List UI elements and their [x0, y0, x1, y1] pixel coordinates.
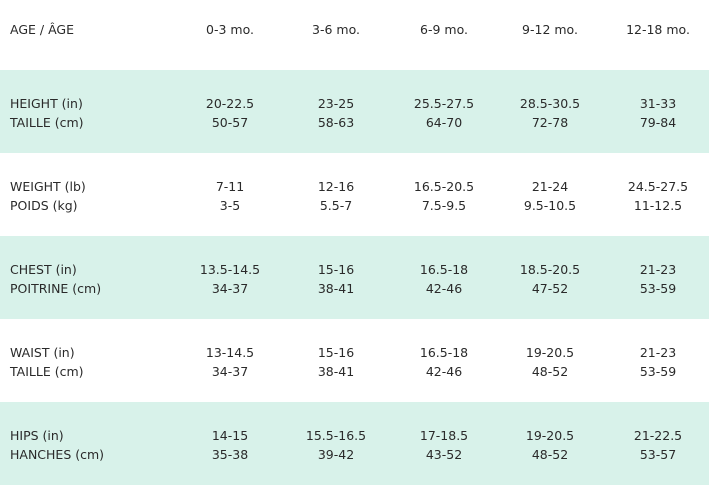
cell-value: 15-16 — [317, 345, 355, 360]
column-header: 6-9 mo. — [420, 22, 468, 37]
cell-value: 34-37 — [211, 364, 249, 379]
column-header: 12-18 mo. — [626, 22, 690, 37]
cell-value: 16.5-18 — [419, 262, 469, 277]
cell-value: 9.5-10.5 — [523, 198, 577, 213]
cell-value: 7.5-9.5 — [421, 198, 467, 213]
cell-value: 34-37 — [211, 281, 249, 296]
cell-value: 24.5-27.5 — [627, 179, 689, 194]
cell-value: 43-52 — [425, 447, 463, 462]
cell-value: 31-33 — [639, 96, 677, 111]
cell-value: 79-84 — [639, 115, 677, 130]
cell-value: 15.5-16.5 — [305, 428, 367, 443]
cell-value: 47-52 — [531, 281, 569, 296]
cell-value: 21-22.5 — [633, 428, 683, 443]
cell-value: 18.5-20.5 — [519, 262, 581, 277]
size-chart: AGE / ÂGE 0-3 mo. 3-6 mo. 6-9 mo. 9-12 mo. 12… — [0, 22, 709, 485]
cell-value: 21-24 — [531, 179, 569, 194]
row-label: HIPS (in) — [10, 428, 64, 443]
column-header: 9-12 mo. — [522, 22, 578, 37]
row-label: CHEST (in) — [10, 262, 77, 277]
cell-value: 38-41 — [317, 364, 355, 379]
cell-value: 16.5-18 — [419, 345, 469, 360]
row-label: POITRINE (cm) — [10, 281, 102, 296]
column-header: 3-6 mo. — [312, 22, 360, 37]
cell-value: 48-52 — [531, 447, 569, 462]
cell-value: 25.5-27.5 — [413, 96, 475, 111]
cell-value: 72-78 — [531, 115, 569, 130]
column-header: 0-3 mo. — [206, 22, 254, 37]
row-label: HANCHES (cm) — [10, 447, 105, 462]
cell-value: 39-42 — [317, 447, 355, 462]
cell-value: 5.5-7 — [319, 198, 353, 213]
cell-value: 53-59 — [639, 364, 677, 379]
row-label: WEIGHT (lb) — [10, 179, 86, 194]
cell-value: 42-46 — [425, 281, 463, 296]
cell-value: 19-20.5 — [525, 345, 575, 360]
row-band — [0, 236, 709, 319]
cell-value: 14-15 — [211, 428, 249, 443]
row-band — [0, 70, 709, 153]
cell-value: 53-59 — [639, 281, 677, 296]
cell-value: 53-57 — [639, 447, 677, 462]
cell-value: 13.5-14.5 — [199, 262, 261, 277]
cell-value: 28.5-30.5 — [519, 96, 581, 111]
header-label: AGE / ÂGE — [10, 22, 74, 37]
cell-value: 11-12.5 — [633, 198, 683, 213]
cell-value: 19-20.5 — [525, 428, 575, 443]
cell-value: 42-46 — [425, 364, 463, 379]
cell-value: 3-5 — [219, 198, 241, 213]
cell-value: 38-41 — [317, 281, 355, 296]
cell-value: 48-52 — [531, 364, 569, 379]
cell-value: 58-63 — [317, 115, 355, 130]
cell-value: 35-38 — [211, 447, 249, 462]
cell-value: 13-14.5 — [205, 345, 255, 360]
cell-value: 20-22.5 — [205, 96, 255, 111]
cell-value: 12-16 — [317, 179, 355, 194]
row-label: POIDS (kg) — [10, 198, 78, 213]
row-label: WAIST (in) — [10, 345, 75, 360]
cell-value: 17-18.5 — [419, 428, 469, 443]
row-label: HEIGHT (in) — [10, 96, 83, 111]
cell-value: 21-23 — [639, 262, 677, 277]
cell-value: 50-57 — [211, 115, 249, 130]
cell-value: 16.5-20.5 — [413, 179, 475, 194]
cell-value: 21-23 — [639, 345, 677, 360]
cell-value: 64-70 — [425, 115, 463, 130]
cell-value: 15-16 — [317, 262, 355, 277]
row-label: TAILLE (cm) — [10, 364, 84, 379]
cell-value: 7-11 — [215, 179, 245, 194]
row-label: TAILLE (cm) — [10, 115, 84, 130]
cell-value: 23-25 — [317, 96, 355, 111]
